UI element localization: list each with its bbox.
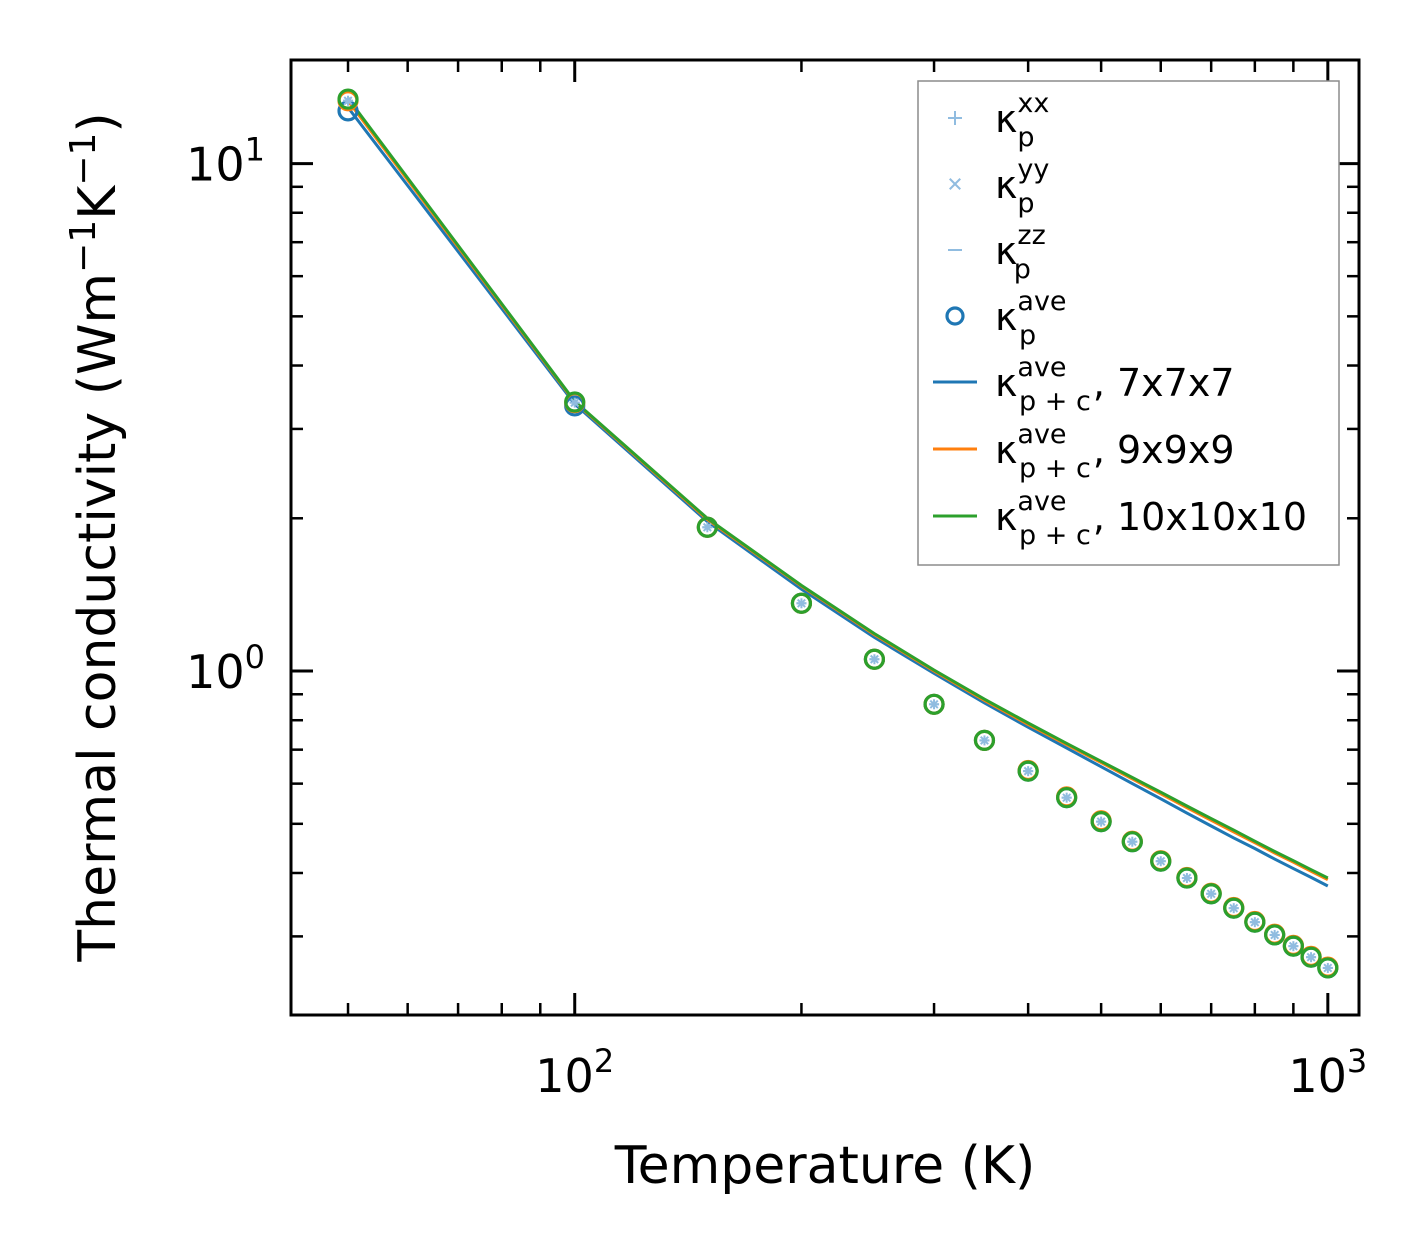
data-point-circle [696,516,718,538]
data-point-circle [1121,831,1143,853]
data-point-circle [973,729,996,752]
data-point-circle [1300,946,1322,968]
data-point-circle [1223,897,1245,919]
legend-entry: κyy p [949,154,1049,219]
data-point-circle [1090,811,1112,833]
legend-label: κave p + c, 7x7x7 [995,352,1235,417]
legend-label: κave p [995,286,1067,351]
y-axis-label-exp2: −1 [63,133,104,186]
legend-label: κzz p [995,220,1046,285]
legend-entry: κave p + c, 7x7x7 [933,352,1235,417]
legend-entry: κzz p [948,220,1046,285]
legend-entry: κave p + c, 10x10x10 [933,486,1307,551]
legend-frame [917,80,1340,566]
data-point-circle [1176,867,1198,889]
minor-ticks [291,60,1359,1015]
legend-swatch-marker [945,306,965,326]
data-point-circle [790,592,813,614]
legend-entry: κave p [945,286,1067,351]
legend-label: κave p + c, 9x9x9 [995,419,1235,484]
y-axis-label-main: Thermal conductivity (Wm [68,273,128,963]
data-point-circle [1282,935,1304,957]
data-point-circle [923,693,945,715]
plot-frame [289,58,1361,1017]
data-point-circle [1150,850,1172,872]
y-axis-label-end: ) [68,112,128,132]
legend-label: κxx p [995,88,1049,153]
data-point-circle [1264,924,1286,946]
x-tick-label: 103 [1288,1042,1367,1103]
data-point-circle [1244,911,1266,933]
legend-entry: κave p + c, 9x9x9 [933,419,1235,484]
data-point-circle [1200,883,1222,905]
y-tick-label: 101 [186,131,265,192]
data-point-circle [863,648,886,670]
legend-label: κave p + c, 10x10x10 [995,486,1307,551]
major-ticks [291,60,1359,1015]
x-axis-label: Temperature (K) [614,1136,1036,1196]
tick-labels: 102 103 100 101 [186,131,1367,1103]
data-point-circle [1317,957,1339,979]
data-point-circle [1056,787,1078,809]
x-tick-label: 102 [535,1042,614,1103]
plot-area [337,88,1339,979]
legend-swatch-marker [948,111,962,125]
legend-entry: κxx p [948,88,1049,153]
y-axis-label: Thermal conductivity (Wm−1K−1) [63,112,128,962]
legend-swatch-marker [949,178,961,190]
legend-label: κyy p [995,154,1049,219]
y-tick-label: 100 [186,638,265,699]
data-point-circle [1017,760,1039,782]
data-point-circle [564,391,586,413]
y-axis-label-mid: K [68,184,128,220]
series-line [346,106,1329,888]
data-point-circle [337,88,359,110]
series-line [346,97,1329,880]
y-axis-label-exp1: −1 [63,220,104,273]
